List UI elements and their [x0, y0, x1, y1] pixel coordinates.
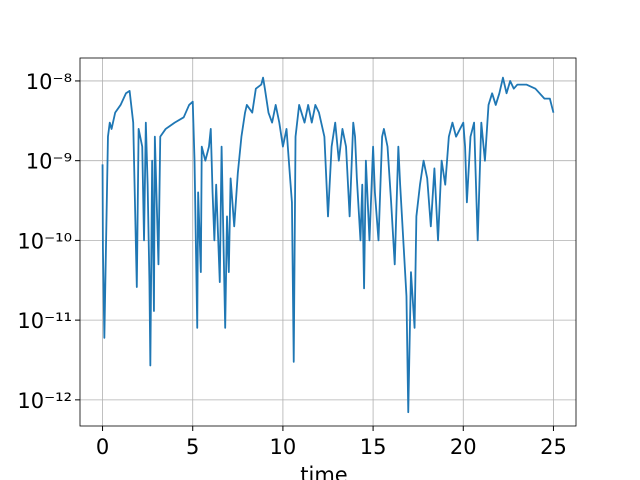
y-tick-label: 10⁻¹²	[17, 389, 72, 413]
x-tick-label: 20	[450, 435, 477, 459]
plot-frame	[79, 57, 577, 427]
y-tick-label: 10⁻⁹	[26, 150, 72, 174]
x-tick-label: 15	[360, 435, 387, 459]
y-tick-label: 10⁻⁸	[26, 70, 72, 94]
x-axis-label: time	[300, 463, 347, 480]
x-tick-label: 0	[96, 435, 109, 459]
y-tick-label: 10⁻¹¹	[17, 309, 72, 333]
y-tick-label: 10⁻¹⁰	[17, 229, 72, 253]
x-tick-label: 10	[270, 435, 297, 459]
data-line	[101, 76, 555, 414]
x-tick-label: 25	[540, 435, 567, 459]
x-tick-label: 5	[186, 435, 199, 459]
